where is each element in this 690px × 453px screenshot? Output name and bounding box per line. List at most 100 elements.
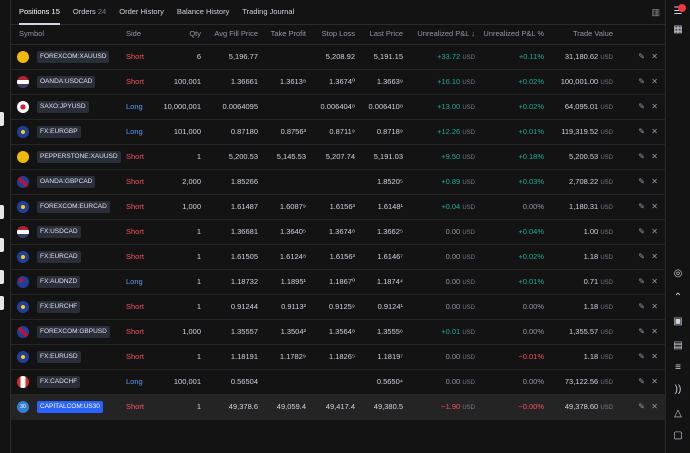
close-position-icon[interactable]: ✕	[651, 352, 658, 361]
edit-icon[interactable]: ✎	[638, 202, 645, 211]
stop-loss-cell[interactable]: 5,207.74	[325, 152, 355, 161]
symbol-badge[interactable]: FX:USDCAD	[37, 226, 81, 238]
column-header-take-profit[interactable]: Take Profit	[270, 29, 306, 38]
target-icon[interactable]: ◎	[673, 268, 683, 279]
stop-loss-cell[interactable]: 0.9125⁹	[328, 302, 355, 311]
table-row[interactable]: FOREXCOM:XAUUSD Short 6 5,196.77 5,208.9…	[11, 45, 666, 70]
edit-icon[interactable]: ✎	[638, 127, 645, 136]
column-header-symbol[interactable]: Symbol	[19, 29, 45, 38]
close-position-icon[interactable]: ✕	[651, 152, 658, 161]
close-position-icon[interactable]: ✕	[651, 227, 658, 236]
stop-loss-cell[interactable]: 5,208.92	[325, 52, 355, 61]
tab-order-history[interactable]: Order History	[119, 0, 164, 24]
column-header-qty[interactable]: Qty	[189, 29, 201, 38]
symbol-badge[interactable]: FOREXCOM:XAUUSD	[37, 51, 110, 63]
edit-icon[interactable]: ✎	[638, 277, 645, 286]
stop-loss-cell[interactable]: 49,417.4	[325, 402, 355, 411]
table-row[interactable]: OANDA:USDCAD Short 100,001 1.36661 1.361…	[11, 70, 666, 95]
symbol-badge[interactable]: FX:EURCAD	[37, 251, 81, 263]
edit-icon[interactable]: ✎	[638, 402, 645, 411]
stop-loss-cell[interactable]: 1.6156³	[329, 252, 355, 261]
table-row[interactable]: OANDA:GBPCAD Short 2,000 1.85266 1.8520⁵…	[11, 170, 666, 195]
symbol-badge[interactable]: FX:AUDNZD	[37, 276, 81, 288]
tab-balance-history[interactable]: Balance History	[177, 0, 230, 24]
close-position-icon[interactable]: ✕	[651, 127, 658, 136]
edit-icon[interactable]: ✎	[638, 352, 645, 361]
take-profit-cell[interactable]: 1.6124⁸	[279, 252, 306, 261]
symbol-badge[interactable]: FOREXCOM:EURCAD	[37, 201, 110, 213]
close-position-icon[interactable]: ✕	[651, 327, 658, 336]
take-profit-cell[interactable]: 49,059.4	[276, 402, 306, 411]
close-position-icon[interactable]: ✕	[651, 77, 658, 86]
stop-loss-cell[interactable]: 1.1826⁵	[328, 352, 355, 361]
signal-icon[interactable]: ))	[674, 384, 682, 395]
tab-orders[interactable]: Orders 24	[73, 0, 106, 24]
close-position-icon[interactable]: ✕	[651, 202, 658, 211]
tab-trading-journal[interactable]: Trading Journal	[242, 0, 294, 24]
edit-icon[interactable]: ✎	[638, 252, 645, 261]
table-row[interactable]: FX:AUDNZD Long 1 1.18732 1.1895¹ 1.1867⁰…	[11, 270, 666, 295]
symbol-badge[interactable]: FX:EURUSD	[37, 351, 81, 363]
table-row[interactable]: FX:EURCHF Short 1 0.91244 0.9113² 0.9125…	[11, 295, 666, 320]
notifications-icon[interactable]: ☰	[673, 6, 683, 17]
symbol-badge[interactable]: FX:EURCHF	[37, 301, 81, 313]
take-profit-cell[interactable]: 1.3640⁵	[279, 227, 306, 236]
stop-loss-cell[interactable]: 1.3674⁰	[329, 77, 355, 86]
close-position-icon[interactable]: ✕	[651, 302, 658, 311]
table-row[interactable]: FOREXCOM:EURCAD Short 1,000 1.61487 1.60…	[11, 195, 666, 220]
take-profit-cell[interactable]: 1.3504²	[280, 327, 306, 336]
take-profit-cell[interactable]: 1.1782⁹	[279, 352, 306, 361]
edit-icon[interactable]: ✎	[638, 327, 645, 336]
table-row[interactable]: FX:EURUSD Short 1 1.18191 1.1782⁹ 1.1826…	[11, 345, 666, 370]
stop-loss-cell[interactable]: 1.3564⁸	[328, 327, 355, 336]
tab-positions[interactable]: Positions 15	[19, 0, 60, 25]
take-profit-cell[interactable]: 0.9113²	[281, 302, 306, 311]
chart-icon[interactable]: ▦	[673, 24, 683, 35]
stop-loss-cell[interactable]: 0.006404⁸	[320, 102, 355, 111]
take-profit-cell[interactable]: 1.3613⁸	[279, 77, 306, 86]
table-row[interactable]: FX:EURGBP Long 101,000 0.87180 0.8756³ 0…	[11, 120, 666, 145]
close-position-icon[interactable]: ✕	[651, 177, 658, 186]
edit-icon[interactable]: ✎	[638, 177, 645, 186]
table-row[interactable]: PEPPERSTONE:XAUUSD Short 1 5,200.53 5,14…	[11, 145, 666, 170]
table-row[interactable]: SAXO:JPYUSD Long 10,000,001 0.0064095 0.…	[11, 95, 666, 120]
symbol-badge[interactable]: OANDA:GBPCAD	[37, 176, 96, 188]
chat-icon[interactable]: ▢	[673, 430, 683, 441]
column-header-trade-value[interactable]: Trade Value	[572, 29, 613, 38]
edit-icon[interactable]: ✎	[638, 52, 645, 61]
close-position-icon[interactable]: ✕	[651, 52, 658, 61]
panel-icon[interactable]: ▣	[673, 316, 683, 327]
symbol-badge[interactable]: OANDA:USDCAD	[37, 76, 96, 88]
close-position-icon[interactable]: ✕	[651, 252, 658, 261]
edit-icon[interactable]: ✎	[638, 102, 645, 111]
symbol-badge[interactable]: FX:CADCHF	[37, 376, 81, 388]
symbol-badge[interactable]: CAPITALCOM:US30	[37, 401, 103, 413]
take-profit-cell[interactable]: 1.6087⁹	[279, 202, 306, 211]
symbol-badge[interactable]: FOREXCOM:GBPUSD	[37, 326, 110, 338]
edit-icon[interactable]: ✎	[638, 152, 645, 161]
columns-settings-icon[interactable]: ▥	[651, 7, 660, 17]
table-row[interactable]: 30 CAPITALCOM:US30 Short 1 49,378.6 49,0…	[11, 395, 666, 420]
close-position-icon[interactable]: ✕	[651, 277, 658, 286]
stop-loss-cell[interactable]: 1.3674⁸	[328, 227, 355, 236]
edit-icon[interactable]: ✎	[638, 377, 645, 386]
stop-loss-cell[interactable]: 1.1867⁰	[329, 277, 355, 286]
close-position-icon[interactable]: ✕	[651, 402, 658, 411]
trend-icon[interactable]: ⌃	[673, 292, 683, 303]
stop-loss-cell[interactable]: 1.6156³	[329, 202, 355, 211]
calendar-icon[interactable]: ▤	[673, 340, 683, 351]
take-profit-cell[interactable]: 0.8756³	[280, 127, 306, 136]
edit-icon[interactable]: ✎	[638, 77, 645, 86]
take-profit-cell[interactable]: 5,145.53	[276, 152, 306, 161]
news-icon[interactable]: ≡	[675, 362, 681, 373]
edit-icon[interactable]: ✎	[638, 302, 645, 311]
column-header-unrealized-pnl-pct[interactable]: Unrealized P&L %	[483, 29, 544, 38]
symbol-badge[interactable]: FX:EURGBP	[37, 126, 81, 138]
take-profit-cell[interactable]: 1.1895¹	[280, 277, 306, 286]
column-header-unrealized-pnl[interactable]: Unrealized P&L ↓	[417, 29, 475, 38]
close-position-icon[interactable]: ✕	[651, 377, 658, 386]
column-header-side[interactable]: Side	[126, 29, 142, 38]
table-row[interactable]: FOREXCOM:GBPUSD Short 1,000 1.35557 1.35…	[11, 320, 666, 345]
table-row[interactable]: FX:CADCHF Long 100,001 0.56504 0.5650⁴ 0…	[11, 370, 666, 395]
close-position-icon[interactable]: ✕	[651, 102, 658, 111]
